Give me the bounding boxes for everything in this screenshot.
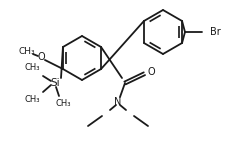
Text: CH₃: CH₃ — [55, 100, 71, 109]
Text: N: N — [114, 97, 122, 107]
Text: Br: Br — [210, 27, 221, 37]
Text: O: O — [37, 52, 45, 62]
Text: CH₃: CH₃ — [19, 48, 35, 56]
Text: O: O — [147, 67, 155, 77]
Text: CH₃: CH₃ — [24, 64, 40, 72]
Text: Si: Si — [50, 78, 60, 88]
Text: CH₃: CH₃ — [24, 95, 40, 104]
